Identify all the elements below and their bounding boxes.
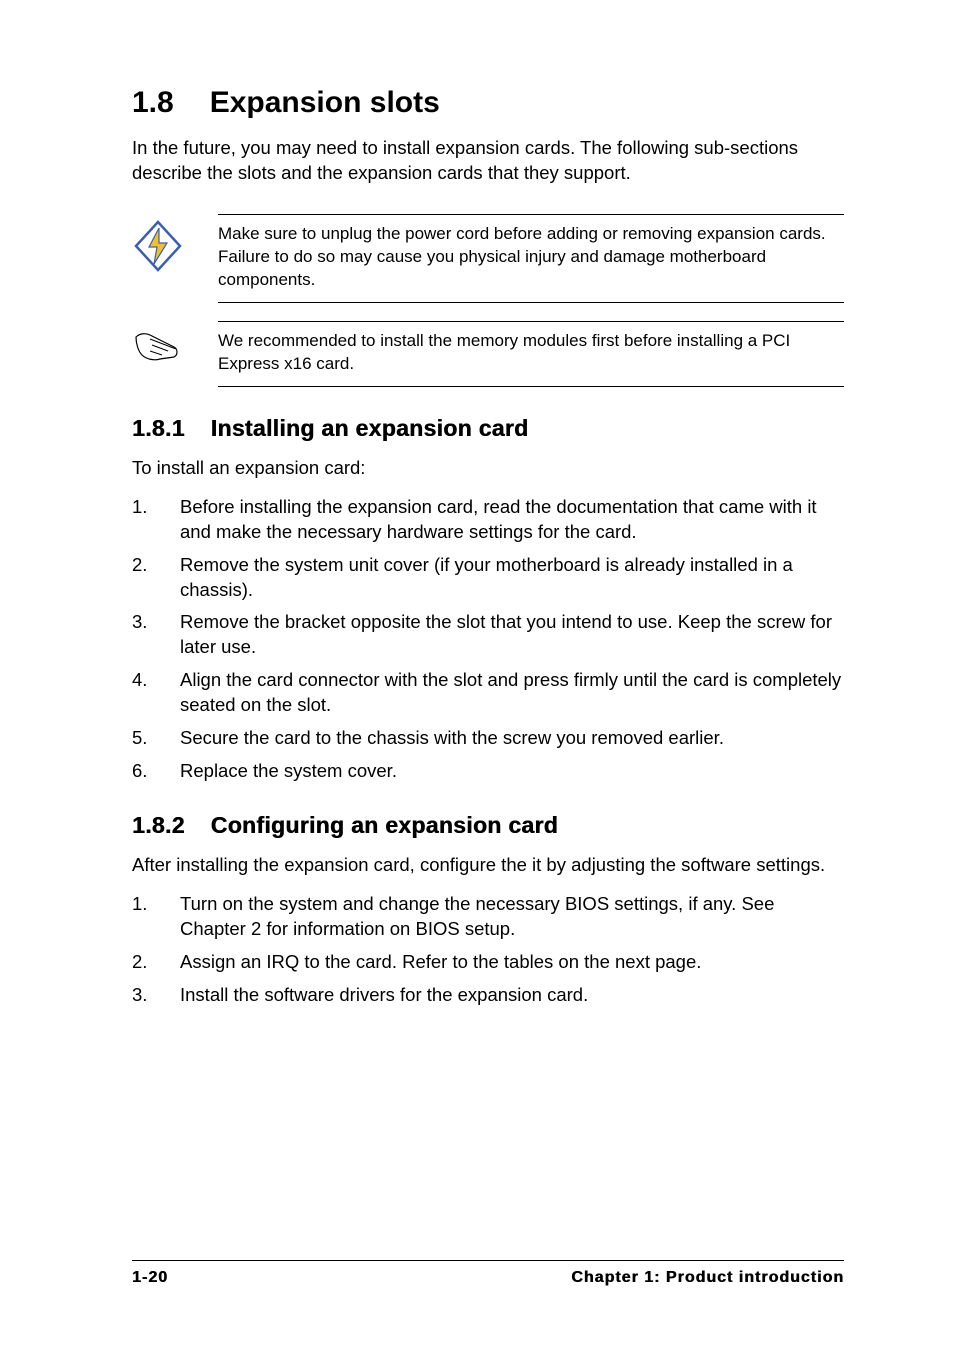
subsection-1-heading: 1.8.1 Installing an expansion card [132,415,844,442]
section-title-text: Expansion slots [210,86,440,119]
lightning-bolt-icon [132,214,188,277]
page-number: 1-20 [132,1269,168,1287]
subsection-1-intro: To install an expansion card: [132,456,844,481]
section-heading: 1.8 Expansion slots [132,86,844,120]
list-text: Replace the system cover. [180,759,844,784]
list-number: 1. [132,892,180,942]
page-footer: 1-20 Chapter 1: Product introduction [132,1260,844,1287]
list-number: 2. [132,950,180,975]
list-text: Install the software drivers for the exp… [180,983,844,1008]
list-item: 5.Secure the card to the chassis with th… [132,726,844,751]
list-text: Align the card connector with the slot a… [180,668,844,718]
info-note: We recommended to install the memory mod… [132,321,844,387]
warning-text: Make sure to unplug the power cord befor… [218,214,844,303]
section-intro: In the future, you may need to install e… [132,136,844,186]
pointing-hand-icon [132,321,188,372]
list-text: Turn on the system and change the necess… [180,892,844,942]
info-text: We recommended to install the memory mod… [218,321,844,387]
list-number: 1. [132,495,180,545]
list-item: 1.Turn on the system and change the nece… [132,892,844,942]
list-text: Assign an IRQ to the card. Refer to the … [180,950,844,975]
list-item: 6.Replace the system cover. [132,759,844,784]
subsection-2-title-text: Configuring an expansion card [211,812,558,838]
list-item: 3.Remove the bracket opposite the slot t… [132,610,844,660]
list-text: Before installing the expansion card, re… [180,495,844,545]
list-number: 6. [132,759,180,784]
subsection-2-heading: 1.8.2 Configuring an expansion card [132,812,844,839]
list-number: 5. [132,726,180,751]
list-item: 4.Align the card connector with the slot… [132,668,844,718]
warning-note: Make sure to unplug the power cord befor… [132,214,844,303]
list-item: 2.Assign an IRQ to the card. Refer to th… [132,950,844,975]
list-number: 4. [132,668,180,718]
install-steps-list: 1.Before installing the expansion card, … [132,495,844,785]
subsection-1-title-text: Installing an expansion card [211,415,529,441]
list-number: 2. [132,553,180,603]
list-text: Remove the bracket opposite the slot tha… [180,610,844,660]
list-item: 1.Before installing the expansion card, … [132,495,844,545]
subsection-1-number: 1.8.1 [132,415,185,442]
subsection-2-intro: After installing the expansion card, con… [132,853,844,878]
list-number: 3. [132,983,180,1008]
list-item: 2.Remove the system unit cover (if your … [132,553,844,603]
chapter-label: Chapter 1: Product introduction [571,1269,844,1287]
list-item: 3.Install the software drivers for the e… [132,983,844,1008]
list-text: Secure the card to the chassis with the … [180,726,844,751]
configure-steps-list: 1.Turn on the system and change the nece… [132,892,844,1008]
subsection-2-number: 1.8.2 [132,812,185,839]
list-number: 3. [132,610,180,660]
section-number: 1.8 [132,86,174,120]
list-text: Remove the system unit cover (if your mo… [180,553,844,603]
